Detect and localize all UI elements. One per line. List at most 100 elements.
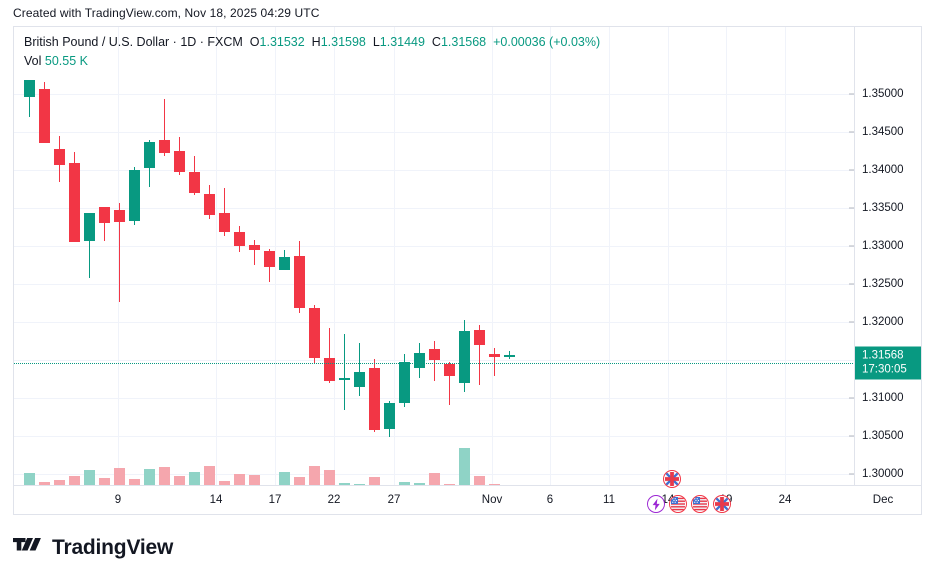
legend-low-label: L: [372, 35, 380, 49]
candle-body: [249, 245, 260, 250]
candle-body: [354, 372, 365, 388]
gridline-horizontal: [14, 284, 921, 285]
gridline-horizontal: [14, 132, 921, 133]
price-axis-tick: 1.35000: [862, 88, 904, 100]
tradingview-logo-icon: [13, 536, 43, 560]
chart-legend: British Pound / U.S. Dollar · 1D · FXCM …: [24, 33, 600, 70]
candle-wick: [493, 347, 496, 376]
candle-wick: [88, 212, 91, 278]
candle-wick: [478, 325, 481, 386]
price-axis-tick-mark: [849, 397, 854, 399]
candle-body: [429, 348, 440, 360]
gridline-vertical: [275, 27, 276, 514]
gridline-vertical: [216, 27, 217, 514]
candle-body: [384, 403, 395, 430]
current-price-badge[interactable]: 1.31568 17:30:05: [855, 346, 921, 380]
time-axis[interactable]: 914172227Nov611141924Dec: [14, 485, 921, 514]
legend-close-label: C: [431, 35, 441, 49]
legend-exchange: FXCM: [207, 35, 243, 49]
usd-event-marker-2[interactable]: [691, 495, 709, 513]
price-axis-tick-mark: [849, 435, 854, 437]
candle-wick: [343, 334, 346, 411]
gbp-event-marker-top[interactable]: [663, 470, 681, 488]
candle-wick: [328, 328, 331, 383]
legend-high-value: 1.31598: [320, 35, 366, 49]
candle-body: [279, 256, 290, 270]
time-axis-tick: 17: [268, 494, 282, 506]
attribution-text: Created with TradingView.com, Nov 18, 20…: [13, 6, 320, 20]
candle-body: [339, 378, 350, 380]
gridline-vertical: [334, 27, 335, 514]
candle-body: [474, 329, 485, 345]
price-axis-tick: 1.30500: [862, 430, 904, 442]
current-price-value: 1.31568: [862, 349, 904, 362]
gridline-vertical: [118, 27, 119, 514]
time-axis-tick: 11: [603, 494, 615, 506]
price-axis[interactable]: 1.35000 1.34500 1.34000 1.33500 1.33000 1.325…: [849, 27, 921, 514]
candle-body: [234, 231, 245, 246]
gridline-horizontal: [14, 170, 921, 171]
gridline-vertical: [668, 27, 669, 514]
candle-body: [129, 170, 140, 221]
gridline-vertical: [726, 27, 727, 514]
economic-event-marker[interactable]: [647, 495, 665, 513]
gridline-vertical: [609, 27, 610, 514]
candle-body: [309, 308, 320, 359]
price-plot-area[interactable]: [14, 27, 857, 514]
price-axis-tick: 1.34000: [862, 164, 904, 176]
gridline-vertical: [492, 27, 493, 514]
price-axis-tick-mark: [849, 169, 854, 171]
candle-wick: [28, 80, 31, 117]
legend-volume-label: Vol: [24, 54, 42, 68]
candle-body: [159, 139, 170, 154]
candle-body: [84, 213, 95, 242]
candle-body: [264, 251, 275, 267]
legend-volume-value: 50.55 K: [44, 54, 88, 68]
legend-symbol[interactable]: British Pound / U.S. Dollar: [24, 35, 170, 49]
time-axis-tick: 24: [778, 494, 792, 506]
candle-body: [144, 141, 155, 169]
legend-close-value: 1.31568: [440, 35, 487, 49]
gridline-horizontal: [14, 94, 921, 95]
time-axis-tick: 6: [546, 494, 554, 506]
price-axis-tick-mark: [849, 321, 854, 323]
candle-body: [369, 367, 380, 430]
price-axis-tick-mark: [849, 131, 854, 133]
candle-body: [69, 163, 80, 243]
time-axis-tick: Nov: [481, 494, 503, 506]
candle-body: [414, 353, 425, 369]
price-axis-tick-mark: [849, 207, 854, 209]
candle-body: [54, 149, 65, 165]
gbp-event-marker-2[interactable]: [713, 495, 731, 513]
price-axis-tick: 1.33000: [862, 240, 904, 252]
time-axis-tick: 9: [114, 494, 122, 506]
chart-frame[interactable]: British Pound / U.S. Dollar · 1D · FXCM …: [13, 26, 922, 515]
candle-body: [24, 80, 35, 98]
tradingview-wordmark: TradingView: [52, 536, 174, 559]
candle-body: [219, 212, 230, 233]
legend-low-value: 1.31449: [379, 35, 425, 49]
usd-event-marker-1[interactable]: [669, 495, 687, 513]
legend-sep-2: ·: [196, 35, 208, 49]
gridline-vertical: [550, 27, 551, 514]
candle-body: [189, 171, 200, 193]
candle-body: [204, 193, 215, 215]
gridline-horizontal: [14, 208, 921, 209]
price-axis-tick: 1.30000: [862, 468, 904, 480]
volume-bar: [459, 448, 470, 514]
candle-body: [294, 255, 305, 309]
candle-wick: [358, 342, 361, 396]
price-axis-tick: 1.32000: [862, 316, 904, 328]
time-axis-tick: 14: [209, 494, 223, 506]
candle-wick: [103, 210, 106, 241]
current-price-countdown: 17:30:05: [862, 363, 907, 376]
time-axis-tick: 22: [327, 494, 341, 506]
price-axis-tick: 1.33500: [862, 202, 904, 214]
gridline-vertical: [785, 27, 786, 514]
price-axis-tick-mark: [849, 283, 854, 285]
legend-interval[interactable]: 1D: [180, 35, 197, 49]
candle-body: [504, 354, 515, 357]
time-axis-tick: Dec: [872, 494, 894, 506]
gridline-horizontal: [14, 398, 921, 399]
candle-body: [489, 353, 500, 357]
